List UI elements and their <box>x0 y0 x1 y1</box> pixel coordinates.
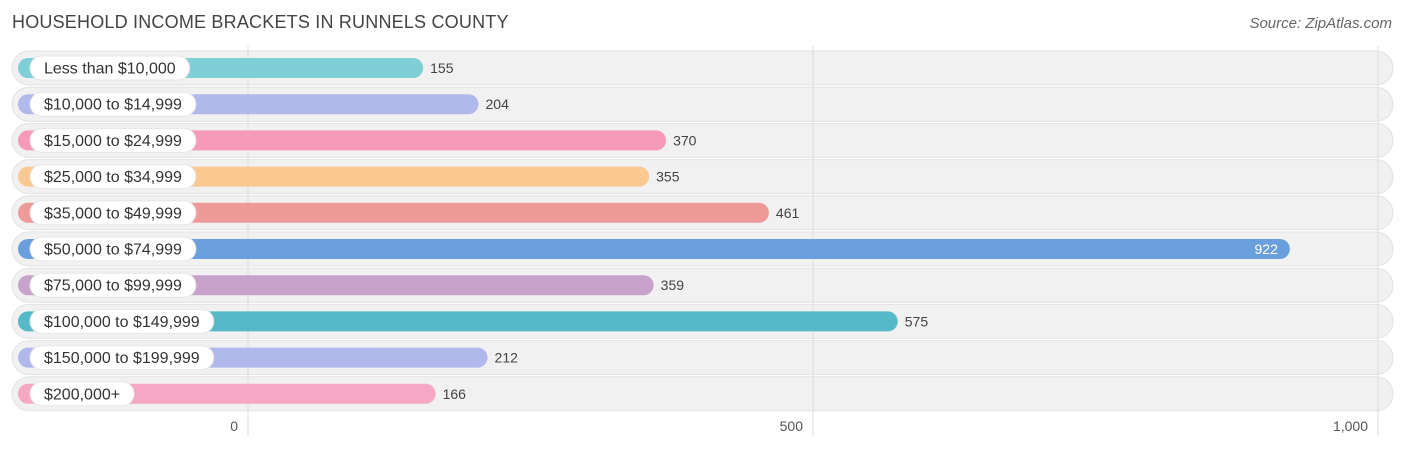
bar <box>18 311 898 332</box>
category-label: Less than $10,000 <box>44 61 176 78</box>
bar <box>18 239 1290 259</box>
category-pill <box>29 91 197 117</box>
category-label: $10,000 to $14,999 <box>44 97 182 114</box>
category-label: $100,000 to $149,999 <box>44 314 200 331</box>
value-label: 355 <box>656 169 680 185</box>
category-pill <box>29 272 197 298</box>
category-label: $50,000 to $74,999 <box>44 242 182 259</box>
category-pill <box>29 381 135 407</box>
category-pill <box>29 164 197 190</box>
category-pill <box>29 308 215 334</box>
category-label: $25,000 to $34,999 <box>44 169 182 186</box>
category-pill <box>29 55 191 81</box>
category-pill <box>29 200 197 226</box>
category-pill <box>29 236 197 262</box>
value-label: 575 <box>905 313 929 329</box>
chart-title: HOUSEHOLD INCOME BRACKETS IN RUNNELS COU… <box>12 12 509 32</box>
value-label: 212 <box>495 350 519 366</box>
category-pill <box>29 345 215 371</box>
value-label: 166 <box>443 386 467 402</box>
category-label: $150,000 to $199,999 <box>44 350 200 367</box>
value-label: 155 <box>430 60 454 76</box>
value-label: 370 <box>673 132 697 148</box>
category-label: $75,000 to $99,999 <box>44 278 182 295</box>
category-label: $35,000 to $49,999 <box>44 205 182 222</box>
value-label: 461 <box>776 205 800 221</box>
source-label: Source: ZipAtlas.com <box>1249 15 1392 32</box>
value-label: 922 <box>1255 241 1279 257</box>
bar <box>18 202 769 223</box>
category-label: $15,000 to $24,999 <box>44 133 182 150</box>
category-pill <box>29 127 197 153</box>
x-tick-label: 0 <box>230 418 238 434</box>
category-label: $200,000+ <box>44 386 120 403</box>
x-tick-label: 500 <box>780 418 804 434</box>
x-tick-label: 1,000 <box>1333 418 1368 434</box>
value-label: 359 <box>661 277 685 293</box>
value-label: 204 <box>486 96 510 112</box>
